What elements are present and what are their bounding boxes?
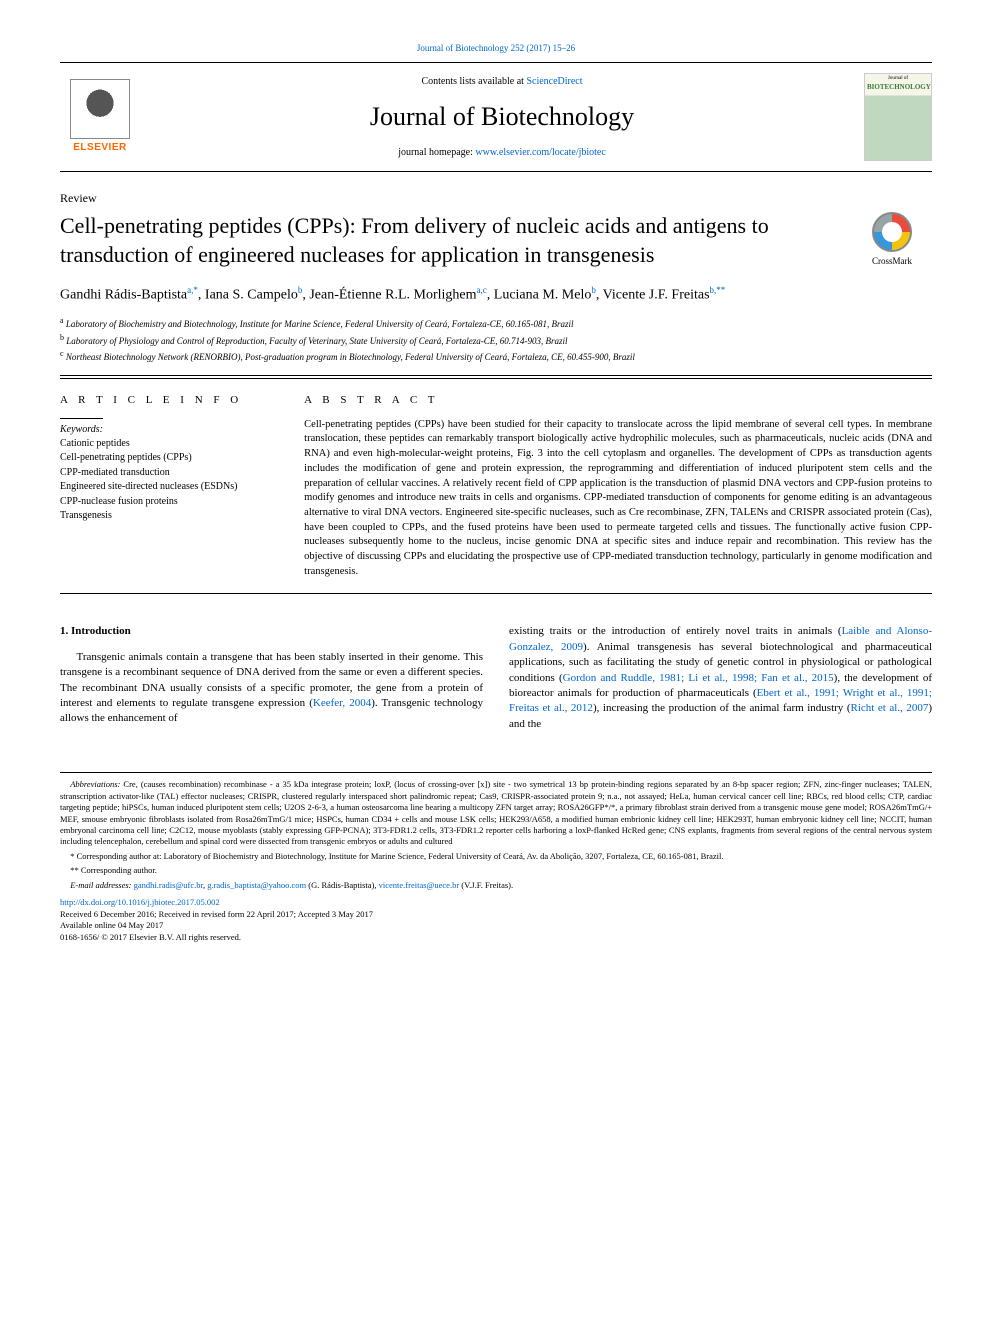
pub-online: Available online 04 May 2017	[60, 920, 932, 931]
contents-line: Contents lists available at ScienceDirec…	[140, 75, 864, 89]
article-type: Review	[60, 190, 932, 206]
keyword-item: CPP-mediated transduction	[60, 466, 286, 481]
body-left-column: 1. Introduction Transgenic animals conta…	[60, 624, 483, 732]
article-info-heading: A R T I C L E I N F O	[60, 393, 286, 408]
crossmark-icon	[872, 212, 912, 252]
abstract-heading: A B S T R A C T	[304, 393, 932, 408]
crossmark-badge[interactable]: CrossMark	[852, 212, 932, 267]
corresponding-author-1: * Corresponding author at: Laboratory of…	[60, 851, 932, 862]
email-attr-1: (G. Rádis-Baptista),	[306, 880, 378, 890]
ref-gordon-1981[interactable]: Gordon and Ruddle, 1981; Li et al., 1998…	[563, 672, 834, 684]
publisher-logo: ELSEVIER	[60, 79, 140, 155]
ref-keefer-2004[interactable]: Keefer, 2004	[313, 697, 371, 709]
top-citation: Journal of Biotechnology 252 (2017) 15–2…	[60, 42, 932, 54]
abbrev-text: Cre, (causes recombination) recombinase …	[60, 779, 932, 846]
email-link-2[interactable]: g.radis_baptista@yahoo.com	[207, 880, 306, 890]
elsevier-label: ELSEVIER	[60, 141, 140, 155]
doi-link[interactable]: http://dx.doi.org/10.1016/j.jbiotec.2017…	[60, 897, 220, 907]
authors: Gandhi Rádis-Baptistaa,*, Iana S. Campel…	[60, 284, 932, 306]
intro-text-6: ), increasing the production of the anim…	[593, 702, 851, 714]
abbrev-label: Abbreviations:	[70, 779, 120, 789]
abstract-column: A B S T R A C T Cell-penetrating peptide…	[304, 379, 932, 593]
keyword-item: Cationic peptides	[60, 437, 286, 452]
body-right-column: existing traits or the introduction of e…	[509, 624, 932, 732]
article-title: Cell-penetrating peptides (CPPs): From d…	[60, 212, 852, 269]
keywords-list: Cationic peptidesCell-penetrating peptid…	[60, 437, 286, 524]
top-citation-link[interactable]: Journal of Biotechnology 252 (2017) 15–2…	[417, 43, 575, 53]
affiliation-a: a Laboratory of Biochemistry and Biotech…	[60, 315, 932, 331]
journal-name: Journal of Biotechnology	[140, 99, 864, 134]
intro-heading: 1. Introduction	[60, 624, 483, 639]
journal-header: ELSEVIER Contents lists available at Sci…	[60, 62, 932, 172]
email-link-1[interactable]: gandhi.radis@ufc.br	[134, 880, 203, 890]
keyword-item: Transgenesis	[60, 509, 286, 524]
keywords-label: Keywords:	[60, 418, 103, 437]
email-link-3[interactable]: vicente.freitas@uece.br	[379, 880, 460, 890]
abstract-text: Cell-penetrating peptides (CPPs) have be…	[304, 418, 932, 580]
ref-richt-2007[interactable]: Richt et al., 2007	[851, 702, 929, 714]
cover-title: BIOTECHNOLOGY	[867, 83, 929, 92]
article-info-column: A R T I C L E I N F O Keywords: Cationic…	[60, 379, 304, 593]
publication-info: http://dx.doi.org/10.1016/j.jbiotec.2017…	[60, 897, 932, 943]
header-center: Contents lists available at ScienceDirec…	[140, 75, 864, 159]
keyword-item: Engineered site-directed nucleases (ESDN…	[60, 480, 286, 495]
body-columns: 1. Introduction Transgenic animals conta…	[60, 624, 932, 732]
keyword-item: Cell-penetrating peptides (CPPs)	[60, 451, 286, 466]
homepage-prefix: journal homepage:	[398, 147, 475, 158]
keyword-item: CPP-nuclease fusion proteins	[60, 495, 286, 510]
corresponding-author-2: ** Corresponding author.	[60, 865, 932, 876]
pub-copyright: 0168-1656/ © 2017 Elsevier B.V. All righ…	[60, 932, 932, 943]
footnotes-block: Abbreviations: Cre, (causes recombinatio…	[60, 772, 932, 891]
elsevier-tree-icon	[70, 79, 130, 139]
homepage-line: journal homepage: www.elsevier.com/locat…	[140, 146, 864, 160]
affiliation-c: c Northeast Biotechnology Network (RENOR…	[60, 348, 932, 364]
sciencedirect-link[interactable]: ScienceDirect	[526, 76, 582, 87]
cover-small-text: Journal of	[867, 76, 929, 83]
affiliation-b: b Laboratory of Physiology and Control o…	[60, 332, 932, 348]
pub-dates: Received 6 December 2016; Received in re…	[60, 909, 932, 920]
contents-prefix: Contents lists available at	[421, 76, 526, 87]
journal-homepage-link[interactable]: www.elsevier.com/locate/jbiotec	[475, 147, 605, 158]
email-attr-2: (V.J.F. Freitas).	[459, 880, 513, 890]
journal-cover-thumbnail: Journal of BIOTECHNOLOGY	[864, 73, 932, 161]
crossmark-label: CrossMark	[852, 255, 932, 267]
email-label: E-mail addresses:	[70, 880, 131, 890]
affiliations: a Laboratory of Biochemistry and Biotech…	[60, 315, 932, 376]
intro-text-3: existing traits or the introduction of e…	[509, 625, 842, 637]
